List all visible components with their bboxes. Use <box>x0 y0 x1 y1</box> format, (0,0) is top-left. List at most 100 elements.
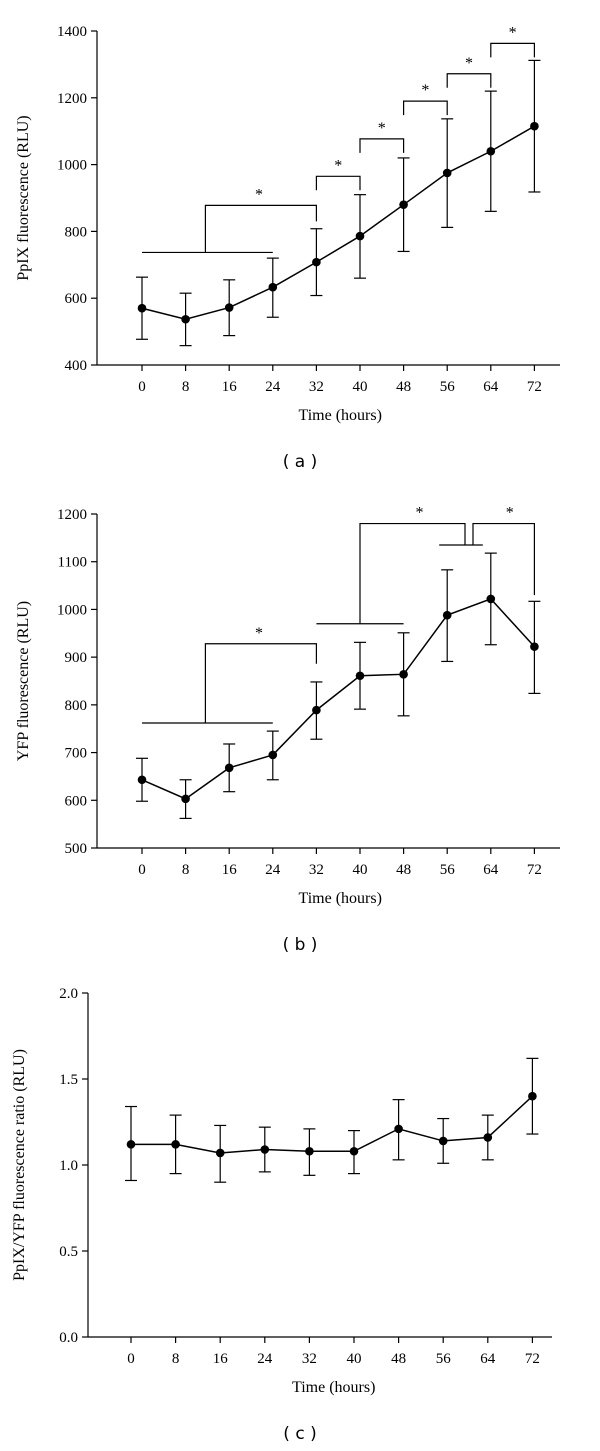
data-point <box>530 642 539 651</box>
y-tick-label: 400 <box>65 358 88 374</box>
significance-star: * <box>421 82 429 99</box>
series-line <box>141 125 535 321</box>
chart-a: 400 600 800 1000 1200 1400 0 8 16 24 32 40 48 56 64 72 T… <box>15 24 560 424</box>
data-point <box>268 750 278 760</box>
x-tick-label: 48 <box>391 1351 406 1367</box>
data-point <box>260 1145 270 1154</box>
data-point <box>442 610 452 620</box>
x-axis-title: Time (hours) <box>298 407 381 424</box>
data-point <box>355 231 365 241</box>
x-tick-label: 24 <box>265 862 281 878</box>
x-tick-label: 16 <box>222 379 238 395</box>
x-tick-label: 8 <box>182 379 190 395</box>
chart-c: 0.0 0.5 1.0 1.5 2.0 0 8 16 24 32 40 48 56 64 72 Time (h… <box>11 986 552 1396</box>
y-tick-label: 600 <box>65 291 88 307</box>
significance-star: * <box>506 505 514 522</box>
y-axis-title: PpIX fluorescence (RLU) <box>15 115 32 280</box>
significance-star: * <box>509 24 517 41</box>
y-tick-label: 1000 <box>57 602 87 618</box>
data-point <box>171 1140 180 1149</box>
y-tick-label: 800 <box>65 224 88 240</box>
data-point <box>355 671 365 681</box>
x-tick-label: 0 <box>138 862 146 878</box>
x-tick-label: 64 <box>483 379 499 395</box>
x-tick-label: 16 <box>213 1351 229 1367</box>
significance-star: * <box>255 186 263 203</box>
y-tick-label: 1200 <box>57 507 87 523</box>
data-point <box>394 1124 403 1134</box>
data-point <box>305 1146 314 1156</box>
data-point <box>483 1133 493 1142</box>
y-axis-title: PpIX/YFP fluorescence ratio (RLU) <box>11 1049 28 1281</box>
data-point <box>486 594 496 604</box>
significance-bracket <box>315 175 361 191</box>
significance-star: * <box>465 55 473 72</box>
y-tick-label: 1100 <box>58 555 87 571</box>
panel-label-c: ( c ) <box>283 1424 317 1444</box>
data-point <box>224 763 234 773</box>
significance-bracket <box>490 42 536 58</box>
x-tick-label: 32 <box>302 1351 317 1367</box>
y-tick-label: 900 <box>65 650 88 666</box>
y-tick-label: 700 <box>65 746 88 762</box>
x-tick-label: 48 <box>396 862 411 878</box>
data-point <box>137 303 147 313</box>
x-tick-label: 16 <box>222 862 238 878</box>
panel-label-a: ( a ) <box>282 452 318 472</box>
data-point <box>438 1136 448 1146</box>
chart-b: 500 600 700 800 900 1000 1100 1200 0 8 16 24 32 40 48 5… <box>15 505 560 907</box>
y-tick-label: 1000 <box>57 158 87 174</box>
x-tick-label: 24 <box>257 1351 273 1367</box>
data-point <box>349 1146 359 1156</box>
data-point <box>312 257 321 267</box>
significance-bracket <box>403 100 448 116</box>
significance-star: * <box>255 625 263 642</box>
y-tick-label: 2.0 <box>59 986 78 1002</box>
significance-bracket <box>204 204 317 253</box>
x-axis-title: Time (hours) <box>292 1379 375 1396</box>
panel-label-b: ( b ) <box>282 935 318 955</box>
y-tick-label: 1.0 <box>59 1158 78 1174</box>
x-tick-label: 72 <box>527 379 542 395</box>
x-tick-label: 0 <box>138 379 146 395</box>
data-point <box>224 303 234 312</box>
x-tick-label: 56 <box>440 862 456 878</box>
x-tick-label: 8 <box>172 1351 180 1367</box>
y-tick-label: 0.5 <box>59 1244 78 1260</box>
x-tick-label: 64 <box>480 1351 496 1367</box>
x-tick-label: 0 <box>127 1351 135 1367</box>
y-tick-label: 1200 <box>57 91 87 107</box>
x-tick-label: 24 <box>265 379 281 395</box>
significance-bracket <box>472 522 536 596</box>
x-tick-label: 40 <box>353 862 368 878</box>
x-tick-label: 72 <box>527 862 542 878</box>
significance-bracket <box>446 73 492 88</box>
y-tick-label: 1400 <box>57 24 87 40</box>
data-point <box>442 168 452 178</box>
significance-bracket <box>359 522 466 624</box>
x-tick-label: 32 <box>309 862 324 878</box>
data-point <box>486 146 496 156</box>
y-tick-label: 800 <box>65 698 88 714</box>
x-axis-title: Time (hours) <box>298 890 381 907</box>
data-point <box>528 1091 537 1101</box>
data-point <box>312 705 321 715</box>
significance-star: * <box>416 505 424 522</box>
x-tick-label: 56 <box>436 1351 452 1367</box>
x-tick-label: 8 <box>182 862 190 878</box>
series-line <box>141 598 535 800</box>
y-tick-label: 0.0 <box>59 1330 78 1346</box>
y-tick-label: 1.5 <box>59 1072 78 1088</box>
data-point <box>399 200 408 209</box>
x-tick-label: 40 <box>347 1351 362 1367</box>
data-point <box>137 775 147 785</box>
x-tick-label: 72 <box>525 1351 540 1367</box>
x-tick-label: 32 <box>309 379 324 395</box>
y-tick-label: 500 <box>65 841 88 857</box>
y-tick-label: 600 <box>65 793 88 809</box>
x-tick-label: 40 <box>353 379 368 395</box>
series-line <box>131 1095 533 1154</box>
significance-bracket <box>204 643 317 723</box>
y-axis-title: YFP fluorescence (RLU) <box>15 601 32 761</box>
x-tick-label: 64 <box>483 862 499 878</box>
